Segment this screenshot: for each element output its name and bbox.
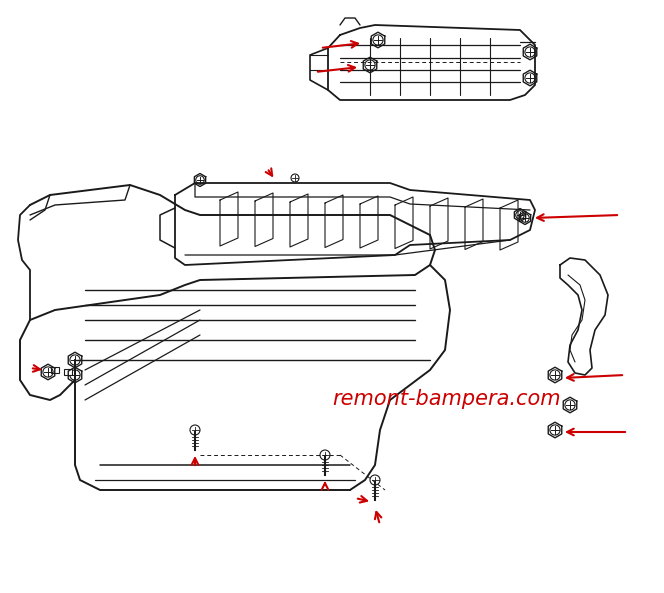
Circle shape [291, 174, 299, 182]
Text: remont-bampera.com: remont-bampera.com [332, 389, 560, 409]
Bar [51, 367, 59, 373]
Bar [64, 369, 72, 375]
Circle shape [370, 475, 380, 485]
Circle shape [190, 425, 200, 435]
Circle shape [320, 450, 330, 460]
